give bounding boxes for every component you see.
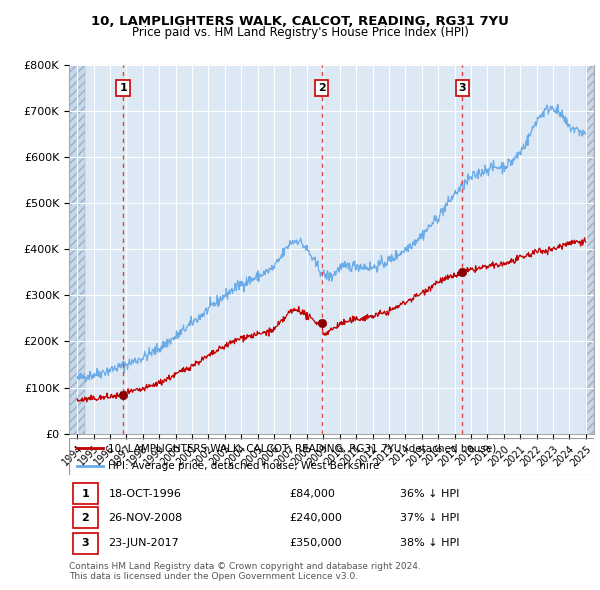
Text: This data is licensed under the Open Government Licence v3.0.: This data is licensed under the Open Gov… xyxy=(69,572,358,581)
Bar xyxy=(69,65,85,434)
Text: Contains HM Land Registry data © Crown copyright and database right 2024.: Contains HM Land Registry data © Crown c… xyxy=(69,562,421,571)
Text: 10, LAMPLIGHTERS WALK, CALCOT, READING, RG31 7YU: 10, LAMPLIGHTERS WALK, CALCOT, READING, … xyxy=(91,15,509,28)
Text: 3: 3 xyxy=(458,83,466,93)
Text: Price paid vs. HM Land Registry's House Price Index (HPI): Price paid vs. HM Land Registry's House … xyxy=(131,26,469,39)
Text: 38% ↓ HPI: 38% ↓ HPI xyxy=(400,538,459,548)
Bar xyxy=(73,533,98,553)
Text: 1: 1 xyxy=(82,489,89,499)
Text: 2: 2 xyxy=(82,513,89,523)
Bar xyxy=(586,65,594,434)
Text: 18-OCT-1996: 18-OCT-1996 xyxy=(109,489,181,499)
Text: £84,000: £84,000 xyxy=(290,489,335,499)
Text: 2: 2 xyxy=(318,83,326,93)
Text: 23-JUN-2017: 23-JUN-2017 xyxy=(109,538,179,548)
Text: 3: 3 xyxy=(82,538,89,548)
Bar xyxy=(73,507,98,528)
Text: HPI: Average price, detached house, West Berkshire: HPI: Average price, detached house, West… xyxy=(109,461,380,471)
Text: £240,000: £240,000 xyxy=(290,513,343,523)
Text: 36% ↓ HPI: 36% ↓ HPI xyxy=(400,489,459,499)
Text: £350,000: £350,000 xyxy=(290,538,342,548)
Text: 26-NOV-2008: 26-NOV-2008 xyxy=(109,513,182,523)
Text: 37% ↓ HPI: 37% ↓ HPI xyxy=(400,513,459,523)
Text: 1: 1 xyxy=(119,83,127,93)
Bar xyxy=(73,483,98,504)
Text: 10, LAMPLIGHTERS WALK, CALCOT, READING, RG31 7YU (detached house): 10, LAMPLIGHTERS WALK, CALCOT, READING, … xyxy=(109,443,497,453)
